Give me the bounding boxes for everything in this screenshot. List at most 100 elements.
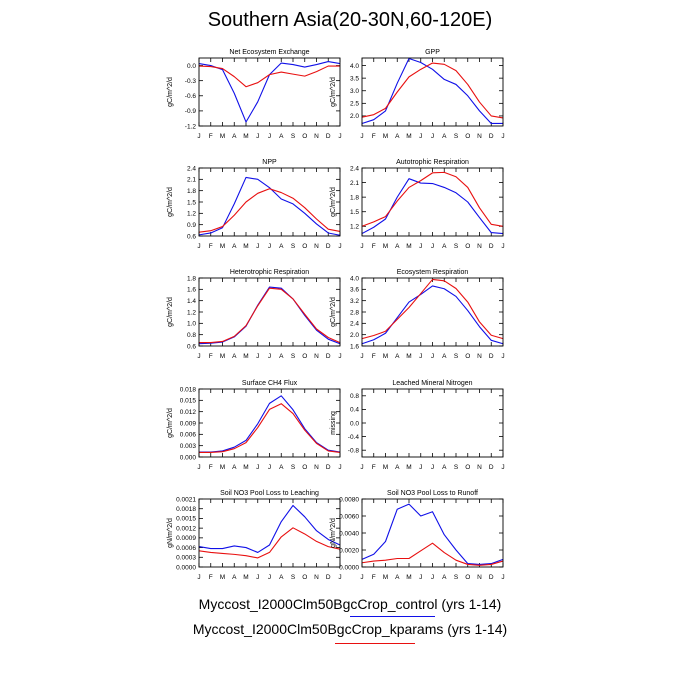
x-tick-label: J bbox=[431, 353, 434, 360]
x-tick-label: O bbox=[302, 243, 307, 250]
x-tick-label: M bbox=[383, 574, 388, 581]
x-tick-label: M bbox=[220, 243, 225, 250]
x-tick-label: A bbox=[442, 464, 447, 471]
x-tick-label: N bbox=[477, 464, 482, 471]
y-tick-label: 0.0060 bbox=[339, 513, 359, 520]
x-tick-label: M bbox=[243, 353, 248, 360]
y-tick-label: 2.1 bbox=[350, 180, 359, 187]
y-tick-label: -0.6 bbox=[185, 93, 197, 100]
x-tick-label: F bbox=[372, 353, 376, 360]
x-tick-label: M bbox=[383, 133, 388, 140]
y-axis-label: gN/m^2/d bbox=[167, 518, 174, 548]
x-tick-label: M bbox=[243, 574, 248, 581]
series-line bbox=[361, 503, 504, 566]
chart-panel: Soil NO3 Pool Loss to RunoffgN/m^2/d0.00… bbox=[330, 490, 505, 581]
x-tick-label: J bbox=[197, 353, 200, 360]
y-tick-label: 0.0003 bbox=[176, 555, 196, 562]
y-tick-label: 1.8 bbox=[187, 275, 196, 282]
x-tick-label: F bbox=[209, 464, 213, 471]
x-tick-label: S bbox=[454, 464, 459, 471]
x-tick-label: A bbox=[442, 353, 447, 360]
y-tick-label: 0.0000 bbox=[176, 564, 196, 571]
x-tick-label: J bbox=[268, 243, 271, 250]
y-tick-label: 1.6 bbox=[187, 287, 196, 294]
y-axis-label: gC/m^2/d bbox=[167, 408, 174, 438]
y-tick-label: 0.003 bbox=[180, 443, 197, 450]
y-tick-label: 0.006 bbox=[180, 432, 197, 439]
x-tick-label: J bbox=[431, 574, 434, 581]
x-tick-label: O bbox=[302, 133, 307, 140]
x-tick-label: A bbox=[232, 133, 237, 140]
plot-frame bbox=[361, 498, 504, 568]
panel-title: Leached Mineral Nitrogen bbox=[392, 380, 472, 387]
x-tick-label: N bbox=[314, 133, 319, 140]
series-line bbox=[199, 403, 341, 454]
y-tick-label: 1.4 bbox=[187, 298, 196, 305]
x-tick-label: A bbox=[232, 464, 237, 471]
y-tick-label: 0.0 bbox=[187, 63, 196, 70]
y-tick-label: 1.8 bbox=[187, 188, 196, 195]
x-tick-label: J bbox=[256, 243, 259, 250]
y-tick-label: 2.4 bbox=[350, 165, 359, 172]
y-tick-label: 1.2 bbox=[350, 224, 359, 231]
y-tick-label: 2.4 bbox=[350, 321, 359, 328]
legend-swatch-control bbox=[350, 616, 435, 617]
legend-swatch-kparams bbox=[335, 643, 415, 644]
y-tick-label: 0.4 bbox=[350, 407, 359, 414]
y-tick-label: 0.012 bbox=[180, 409, 197, 416]
x-tick-label: J bbox=[197, 574, 200, 581]
x-tick-label: F bbox=[209, 574, 213, 581]
x-tick-label: J bbox=[256, 464, 259, 471]
y-axis-label: gN/m^2/d bbox=[330, 518, 337, 548]
y-tick-label: -0.8 bbox=[348, 448, 360, 455]
legend-label-kparams: Myccost_I2000Clm50BgcCrop_kparams (yrs 1… bbox=[192, 621, 508, 637]
y-tick-label: -0.3 bbox=[185, 78, 197, 85]
y-tick-label: 3.5 bbox=[350, 75, 359, 82]
panel-title: NPP bbox=[262, 159, 277, 166]
chart-panel: Ecosystem Respiration gC/m^2/d 1.6 2.0 2.4 2.… bbox=[330, 269, 505, 360]
figure-title: Southern Asia(20-30N,60-120E) bbox=[207, 9, 493, 31]
series-line bbox=[361, 278, 504, 340]
x-tick-label: A bbox=[279, 133, 284, 140]
x-tick-label: F bbox=[372, 243, 376, 250]
y-tick-label: 1.2 bbox=[187, 309, 196, 316]
series-line bbox=[361, 171, 504, 227]
x-tick-label: M bbox=[406, 133, 411, 140]
y-tick-label: -1.2 bbox=[185, 123, 197, 130]
series-line bbox=[198, 286, 341, 345]
panel-title: Autotrophic Respiration bbox=[396, 159, 469, 166]
x-tick-label: O bbox=[465, 243, 470, 250]
x-tick-label: J bbox=[419, 133, 422, 140]
x-tick-label: J bbox=[338, 133, 341, 140]
x-tick-label: O bbox=[302, 464, 307, 471]
y-axis-label: gC/m^2/d bbox=[167, 297, 174, 327]
x-tick-label: S bbox=[454, 353, 459, 360]
y-axis-label: missing bbox=[330, 411, 337, 435]
x-tick-label: S bbox=[454, 574, 459, 581]
x-tick-label: A bbox=[442, 243, 447, 250]
y-tick-label: 2.1 bbox=[187, 177, 196, 184]
y-tick-label: 2.0 bbox=[350, 113, 359, 120]
x-tick-label: O bbox=[302, 574, 307, 581]
panel-title: Soil NO3 Pool Loss to Runoff bbox=[387, 490, 478, 497]
x-tick-label: J bbox=[338, 574, 341, 581]
legend-label-control: Myccost_I2000Clm50BgcCrop_control (yrs 1… bbox=[198, 596, 502, 612]
y-tick-label: 0.015 bbox=[180, 398, 197, 405]
x-tick-label: M bbox=[383, 353, 388, 360]
x-tick-label: M bbox=[406, 353, 411, 360]
series-line bbox=[199, 395, 341, 453]
panel-title: GPP bbox=[425, 49, 440, 56]
plot-frame bbox=[198, 277, 341, 347]
y-tick-label: 0.0080 bbox=[339, 496, 359, 503]
y-tick-label: 1.6 bbox=[350, 343, 359, 350]
x-tick-label: J bbox=[256, 133, 259, 140]
chart-panel: Leached Mineral Nitrogen missing -0.8 -0.4 0… bbox=[330, 380, 505, 471]
y-tick-label: 1.5 bbox=[187, 199, 196, 206]
series-line bbox=[361, 542, 504, 566]
x-tick-label: D bbox=[489, 243, 494, 250]
x-tick-label: F bbox=[209, 353, 213, 360]
series-line bbox=[198, 176, 341, 236]
x-tick-label: D bbox=[326, 464, 331, 471]
